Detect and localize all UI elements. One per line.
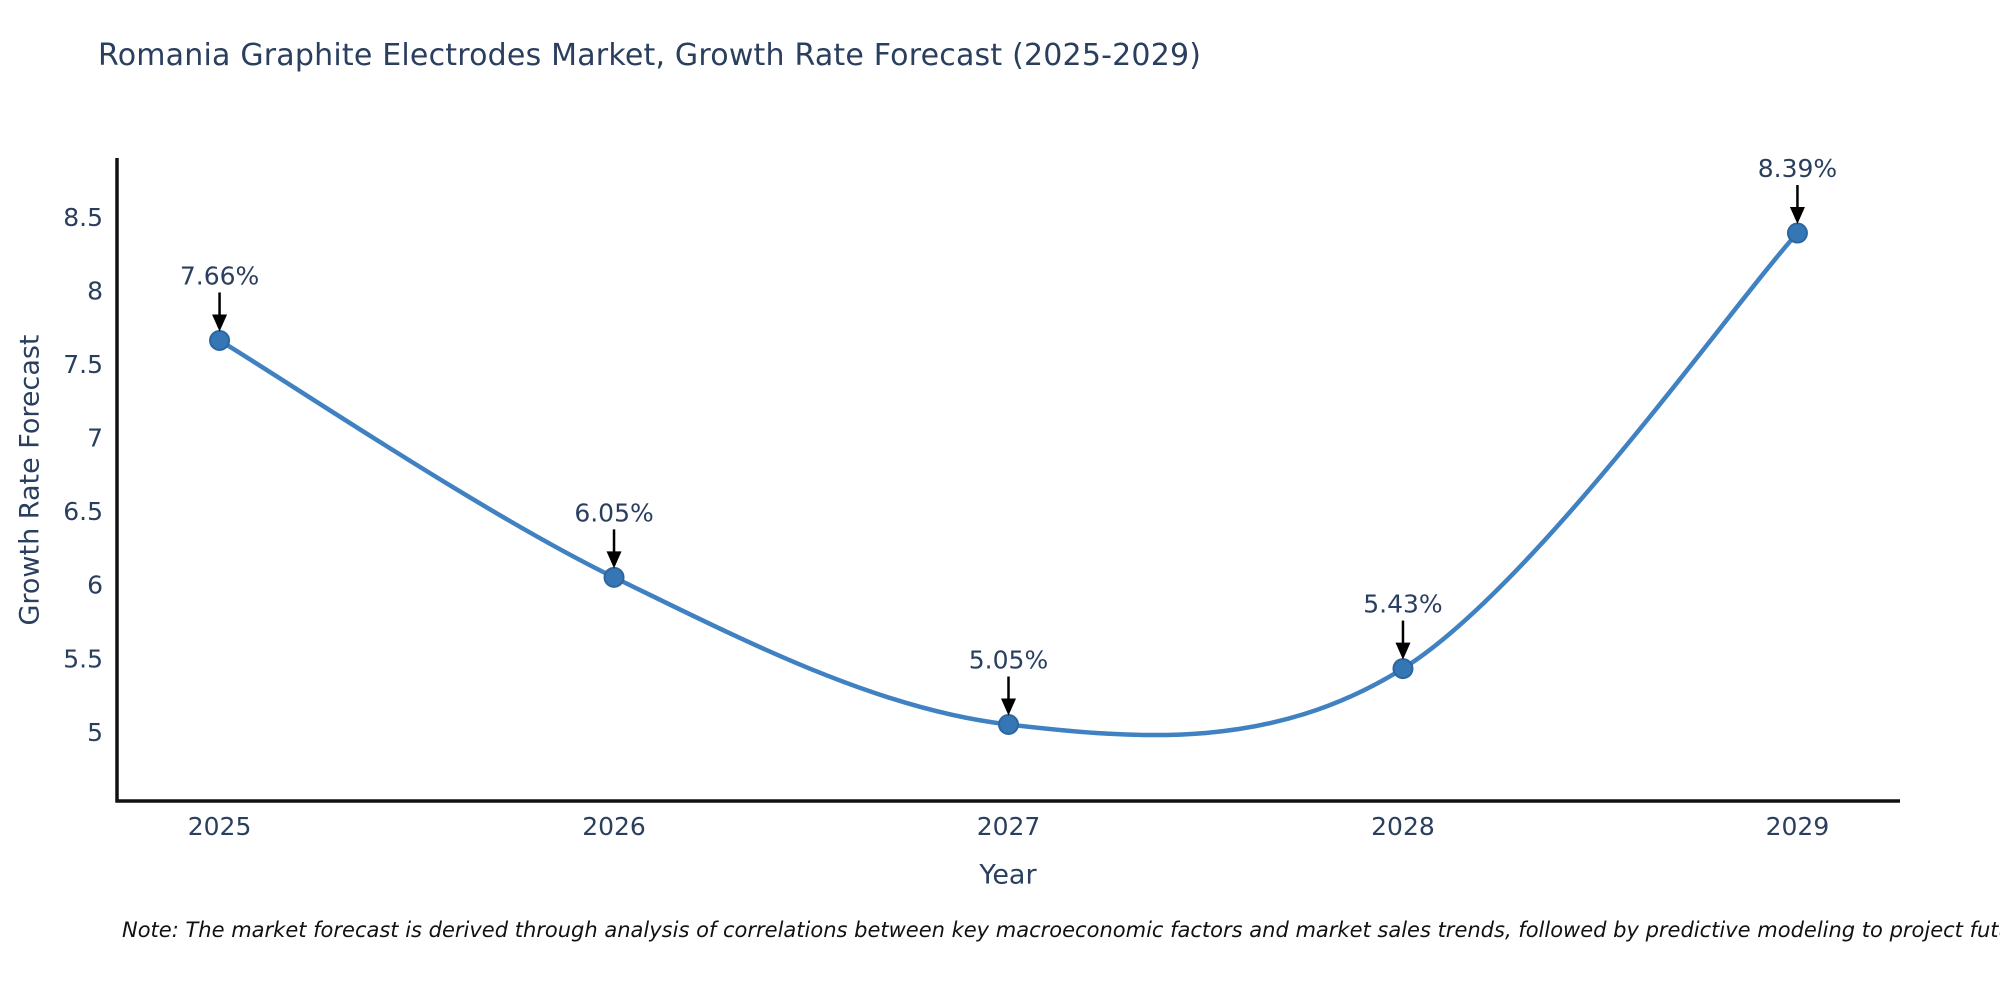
data-point-marker xyxy=(998,713,1019,735)
data-point-marker xyxy=(603,566,625,588)
x-tick-label: 2027 xyxy=(977,812,1041,841)
annotation-arrowhead xyxy=(212,314,228,332)
y-tick-label: 8 xyxy=(87,276,103,305)
annotation-label: 8.39% xyxy=(1758,154,1837,183)
data-point-marker xyxy=(1786,222,1808,244)
y-tick-label: 5 xyxy=(87,718,103,747)
x-axis-title: Year xyxy=(979,859,1037,891)
annotation-arrowhead xyxy=(1001,698,1016,716)
y-tick-label: 6.5 xyxy=(63,497,103,526)
axis-lines xyxy=(115,158,1900,803)
y-tick-label: 7 xyxy=(87,424,103,453)
annotation-label: 7.66% xyxy=(180,261,259,290)
x-tick-label: 2026 xyxy=(582,812,646,841)
x-tick-label: 2028 xyxy=(1371,812,1435,841)
x-tick-label: 2025 xyxy=(188,812,252,841)
y-tick-label: 8.5 xyxy=(63,203,103,232)
y-tick-label: 5.5 xyxy=(63,644,103,673)
chart-title: Romania Graphite Electrodes Market, Grow… xyxy=(98,38,1202,73)
data-point-marker xyxy=(1392,658,1414,680)
annotation-label: 5.43% xyxy=(1363,590,1442,619)
annotation-arrowhead xyxy=(606,551,622,569)
footnote: Note: The market forecast is derived thr… xyxy=(122,918,2000,942)
annotation-label: 6.05% xyxy=(574,498,653,527)
data-point-marker xyxy=(209,329,231,351)
annotation-arrowhead xyxy=(1395,642,1411,660)
annotation-arrowhead xyxy=(1789,207,1805,225)
x-tick-label: 2029 xyxy=(1766,812,1830,841)
y-tick-label: 6 xyxy=(87,571,103,600)
annotation-label: 5.05% xyxy=(969,645,1048,674)
y-tick-label: 7.5 xyxy=(63,350,103,379)
